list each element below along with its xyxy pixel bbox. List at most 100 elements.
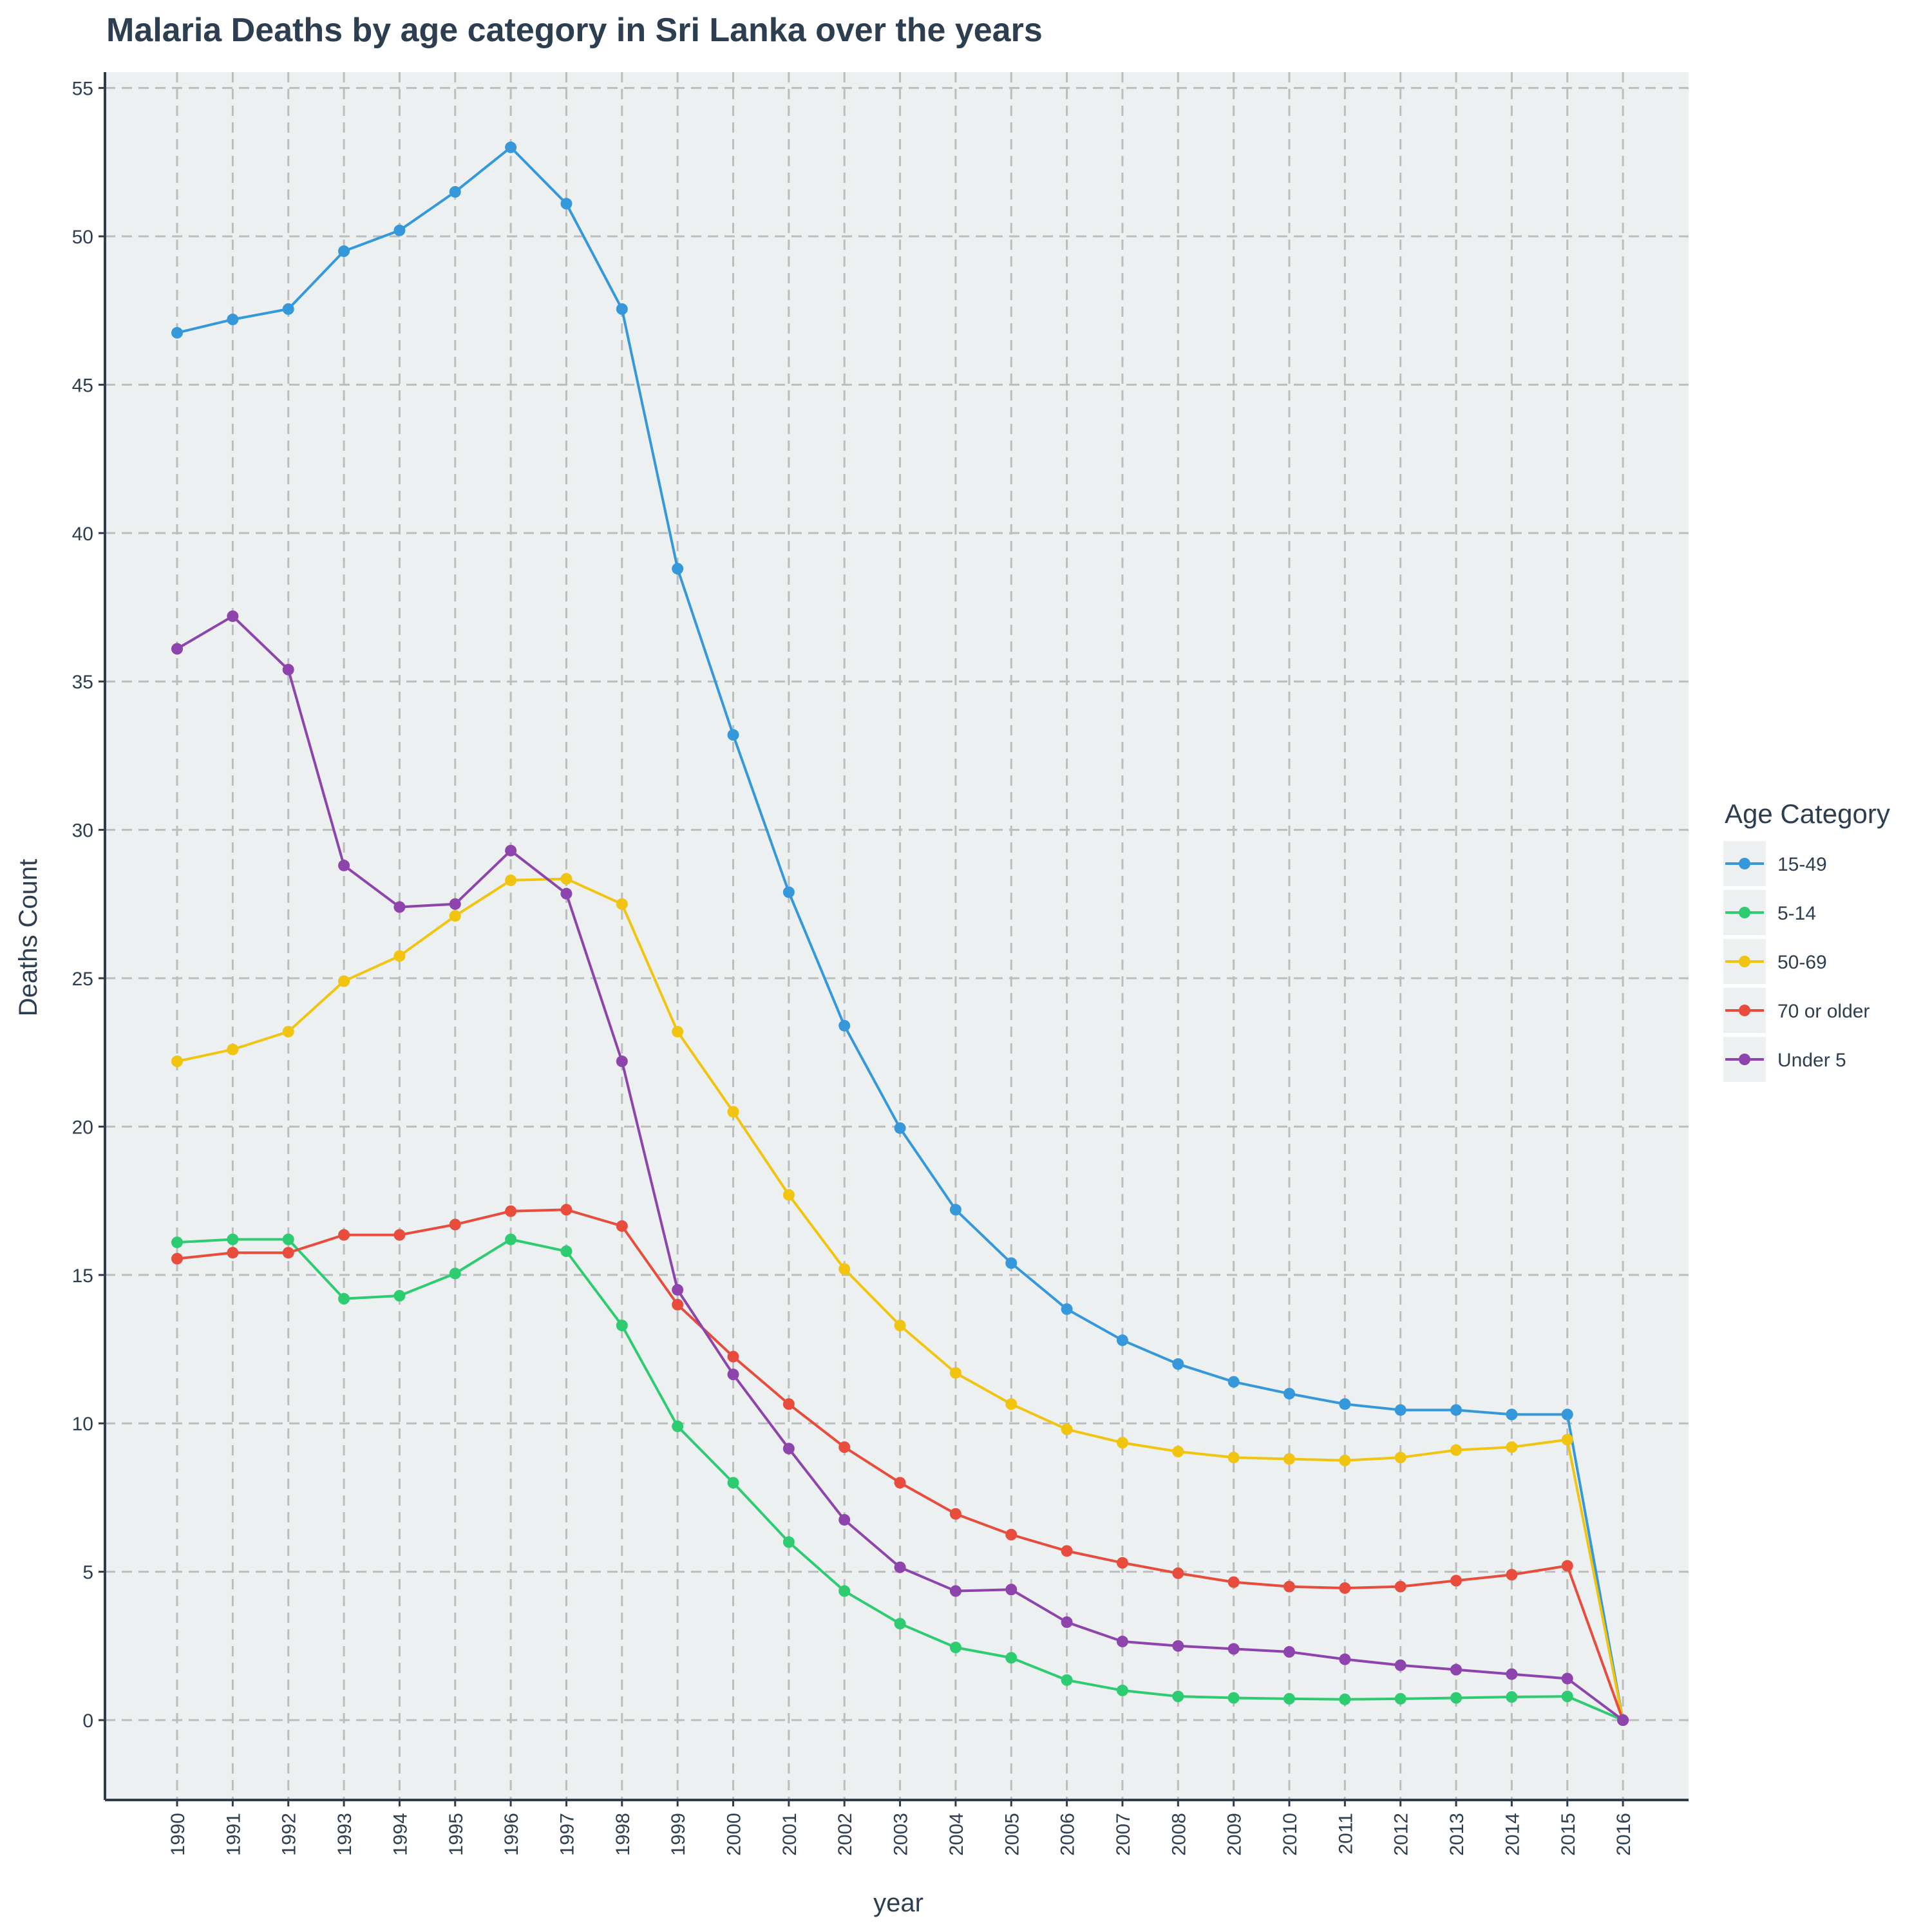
plot-area	[105, 72, 1689, 1800]
data-point	[560, 887, 573, 900]
data-point	[1061, 1303, 1073, 1315]
data-point	[282, 1247, 294, 1259]
data-point	[227, 1233, 239, 1245]
x-tick-label: 1999	[668, 1813, 689, 1856]
x-tick-label: 2003	[891, 1813, 912, 1856]
series-5-14	[171, 1233, 1629, 1726]
data-point	[560, 873, 573, 885]
legend-key-marker	[1739, 1054, 1750, 1065]
legend-title: Age Category	[1725, 799, 1890, 829]
data-point	[338, 859, 350, 871]
data-point	[1116, 1684, 1128, 1696]
data-point	[505, 1205, 517, 1217]
data-point	[1283, 1646, 1295, 1658]
data-point	[1061, 1674, 1073, 1686]
data-point	[616, 1220, 628, 1232]
data-point	[1450, 1404, 1463, 1416]
data-point	[1172, 1358, 1184, 1370]
x-tick-label: 2007	[1113, 1813, 1134, 1856]
data-point	[393, 901, 406, 913]
data-point	[505, 844, 517, 857]
legend: Age Category 15-49 5-14 50-69 70 or older Un…	[1723, 799, 1890, 1082]
chart-title: Malaria Deaths by age category in Sri La…	[106, 12, 1043, 49]
data-point	[171, 643, 183, 655]
data-point	[782, 1536, 795, 1548]
data-point	[616, 1056, 628, 1068]
grid-lines	[105, 72, 1689, 1800]
data-point	[449, 185, 461, 198]
data-point	[1172, 1690, 1184, 1703]
data-point	[782, 1189, 795, 1201]
legend-items: 15-49 5-14 50-69 70 or older Under 5	[1723, 841, 1870, 1082]
data-point	[672, 1283, 684, 1296]
data-point	[1172, 1640, 1184, 1652]
x-tick-label: 2005	[1001, 1813, 1023, 1856]
data-point	[393, 1229, 406, 1241]
data-point	[894, 1561, 906, 1573]
data-point	[338, 1293, 350, 1305]
data-point	[449, 1218, 461, 1231]
x-tick-label: 1992	[279, 1813, 300, 1856]
data-point	[1506, 1441, 1518, 1454]
data-point	[1005, 1257, 1018, 1269]
data-point	[782, 1443, 795, 1455]
data-point	[672, 1298, 684, 1311]
series-15-49	[171, 141, 1629, 1726]
data-point	[227, 1247, 239, 1259]
data-point	[782, 886, 795, 898]
data-point	[227, 314, 239, 326]
data-point	[1227, 1643, 1240, 1655]
axes	[104, 72, 1689, 1801]
data-point	[1172, 1567, 1184, 1579]
data-point	[894, 1122, 906, 1134]
data-point	[1394, 1692, 1406, 1705]
legend-label: 70 or older	[1777, 1001, 1870, 1022]
x-tick-label: 2006	[1057, 1813, 1079, 1856]
data-point	[1450, 1575, 1463, 1587]
data-point	[1116, 1557, 1128, 1569]
x-tick-label: 2014	[1502, 1813, 1523, 1856]
data-point	[393, 224, 406, 236]
legend-label: Under 5	[1777, 1050, 1846, 1071]
y-tick-labels: 0 5 10 15 20 25 30 35 40 45 50 55	[72, 79, 105, 1732]
data-point	[227, 610, 239, 622]
data-point	[727, 1477, 739, 1489]
x-tick-label: 1995	[446, 1813, 467, 1856]
x-tick-label: 1997	[556, 1813, 578, 1856]
data-point	[1172, 1445, 1184, 1457]
data-point	[838, 1585, 851, 1597]
data-point	[1061, 1423, 1073, 1435]
data-point	[227, 1043, 239, 1056]
data-point	[1283, 1692, 1295, 1705]
legend-item: 70 or older	[1723, 988, 1870, 1033]
data-point	[505, 141, 517, 153]
data-point	[949, 1367, 961, 1379]
y-tick-label: 40	[72, 524, 93, 545]
x-tick-label: 2004	[946, 1813, 967, 1856]
data-point	[1005, 1652, 1018, 1664]
data-point	[1450, 1444, 1463, 1456]
data-point	[949, 1508, 961, 1520]
data-point	[727, 729, 739, 741]
data-point	[560, 1204, 573, 1216]
legend-key-marker	[1739, 956, 1750, 967]
data-point	[1227, 1376, 1240, 1388]
y-tick-label: 15	[72, 1265, 93, 1287]
data-point	[1561, 1408, 1573, 1421]
data-point	[782, 1398, 795, 1410]
data-point	[672, 563, 684, 575]
y-tick-label: 20	[72, 1117, 93, 1138]
data-point	[1450, 1692, 1463, 1704]
data-point	[1394, 1452, 1406, 1464]
series-under-5	[171, 610, 1629, 1726]
legend-item: 5-14	[1723, 890, 1816, 935]
legend-key-marker	[1739, 1005, 1750, 1016]
data-point	[1506, 1408, 1518, 1421]
y-tick-label: 55	[72, 79, 93, 100]
data-point	[1061, 1545, 1073, 1557]
x-tick-label: 2016	[1613, 1813, 1634, 1856]
data-point	[727, 1106, 739, 1118]
legend-label: 15-49	[1777, 854, 1827, 875]
